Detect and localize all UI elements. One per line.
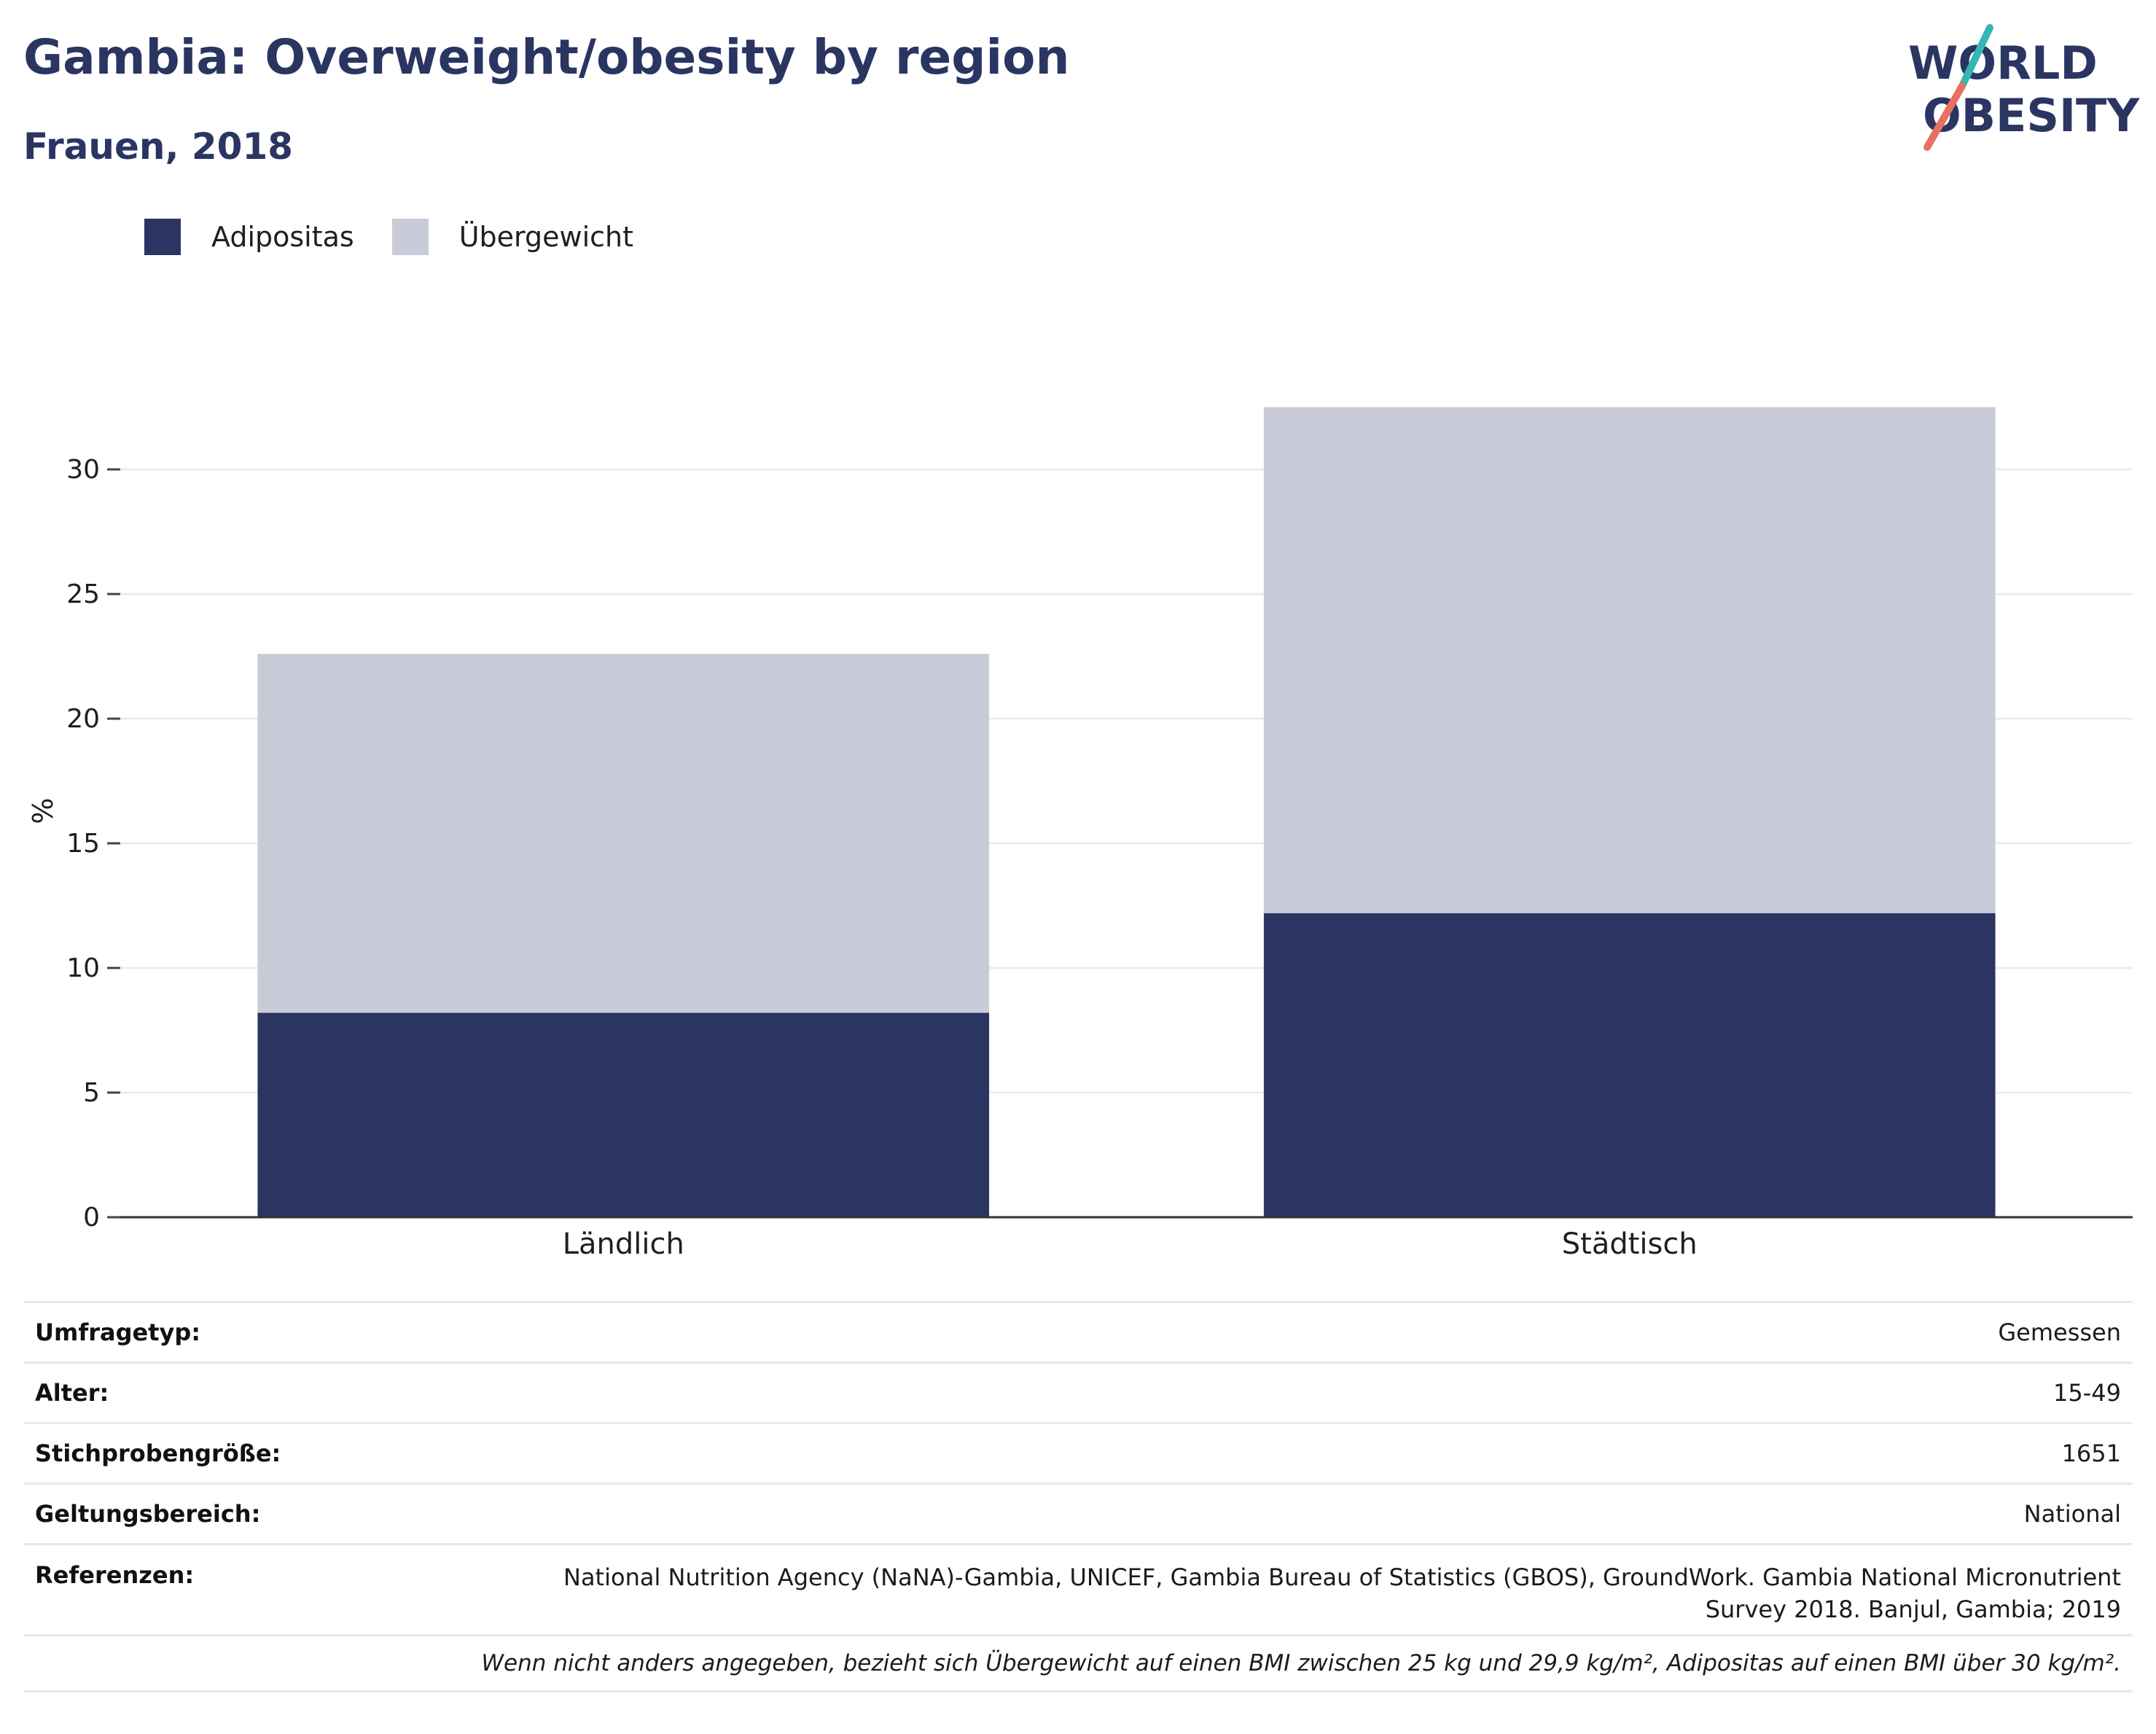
logo-line1: WORLD <box>1908 36 2098 90</box>
metadata-row-sample-size: Stichprobengröße: 1651 <box>23 1422 2133 1483</box>
chart-subtitle: Frauen, 2018 <box>23 125 294 168</box>
legend-item-adipositas[interactable]: Adipositas <box>144 219 354 255</box>
y-tick-label: 10 <box>66 953 100 983</box>
bar-adipositas-laendlich <box>257 1012 990 1217</box>
y-tick-label: 0 <box>83 1203 100 1233</box>
metadata-key: Referenzen: <box>35 1561 195 1589</box>
x-tick-label: Städtisch <box>1562 1227 1698 1261</box>
metadata-table: Umfragetyp: Gemessen Alter: 15-49 Stichp… <box>23 1301 2133 1692</box>
legend-swatch-adipositas <box>144 219 181 255</box>
world-obesity-logo: WORLD OBESITY <box>1908 24 2140 151</box>
logo-teal-stroke <box>1958 24 1993 90</box>
metadata-row-survey-type: Umfragetyp: Gemessen <box>23 1301 2133 1362</box>
bar-uebergewicht-laendlich <box>257 654 990 1013</box>
metadata-row-references: Referenzen: National Nutrition Agency (N… <box>23 1543 2133 1634</box>
bar-uebergewicht-staedtisch <box>1263 407 1996 913</box>
legend-label-adipositas: Adipositas <box>211 221 354 253</box>
legend-label-uebergewicht: Übergewicht <box>458 221 633 253</box>
y-tick-label: 20 <box>66 704 100 734</box>
x-tick-label: Ländlich <box>563 1227 684 1261</box>
logo-coral-stroke <box>1923 82 1966 151</box>
metadata-row-coverage: Geltungsbereich: National <box>23 1483 2133 1543</box>
metadata-value: Gemessen <box>1998 1319 2121 1346</box>
metadata-value: 1651 <box>2061 1440 2121 1467</box>
metadata-key: Geltungsbereich: <box>35 1500 261 1528</box>
y-tick-label: 5 <box>83 1078 100 1108</box>
chart-legend: Adipositas Übergewicht <box>144 215 671 259</box>
metadata-key: Alter: <box>35 1379 109 1407</box>
metadata-value: 15-49 <box>2053 1379 2121 1407</box>
bar-adipositas-staedtisch <box>1263 913 1996 1217</box>
legend-item-uebergewicht[interactable]: Übergewicht <box>391 219 633 255</box>
metadata-row-age: Alter: 15-49 <box>23 1362 2133 1422</box>
y-tick-label: 25 <box>66 579 100 609</box>
chart-title: Gambia: Overweight/obesity by region <box>23 29 1070 85</box>
y-axis-label: % <box>27 797 59 824</box>
metadata-value-references: National Nutrition Agency (NaNA)-Gambia,… <box>563 1563 2121 1623</box>
footnote: Wenn nicht anders angegeben, bezieht sic… <box>23 1634 2133 1692</box>
y-tick-label: 15 <box>66 829 100 859</box>
legend-swatch-uebergewicht <box>391 219 429 255</box>
y-tick-label: 30 <box>66 455 100 485</box>
metadata-key: Stichprobengröße: <box>35 1440 281 1467</box>
bar-chart: 0 5 10 15 20 25 30% Ländlich Städtisch <box>27 407 2133 1261</box>
metadata-value: National <box>2023 1500 2121 1528</box>
metadata-key: Umfragetyp: <box>35 1319 201 1346</box>
